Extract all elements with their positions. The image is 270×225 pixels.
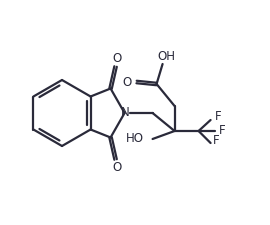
Text: O: O [112, 52, 121, 65]
Text: F: F [215, 110, 221, 122]
Text: F: F [212, 134, 219, 147]
Text: F: F [219, 124, 225, 137]
Text: OH: OH [158, 50, 176, 63]
Text: N: N [121, 106, 130, 119]
Text: O: O [112, 161, 121, 174]
Text: HO: HO [126, 133, 144, 146]
Text: O: O [122, 76, 131, 88]
